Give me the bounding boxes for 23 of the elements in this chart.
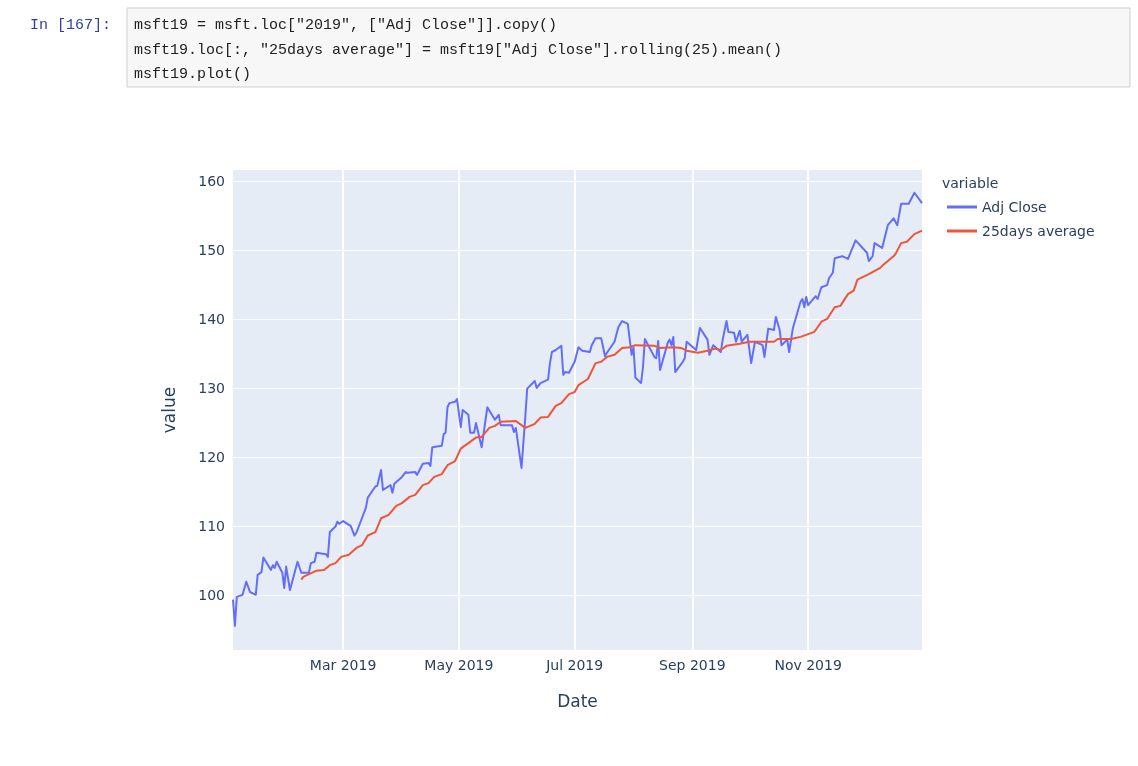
- y-axis-title: value: [158, 386, 179, 434]
- x-tick-label: Nov 2019: [774, 657, 842, 673]
- x-tick-label: Mar 2019: [309, 657, 377, 673]
- text: msft19 = msft.loc["2019", ["Adj Close"]].copy(): [134, 17, 558, 34]
- line-series: [300, 229, 923, 581]
- y-tick-label: 130: [198, 379, 225, 396]
- y-tick-label: 150: [198, 242, 225, 258]
- x-tick-label: Jul 2019: [545, 657, 604, 673]
- y-tick-label: 110: [198, 517, 225, 534]
- text: In [167]:: [30, 17, 112, 34]
- text: msft19.loc[:, "25days average"] = msft19["Adj Close"].rolling(25).mean(): [134, 41, 783, 59]
- legend-label: 25days average: [982, 223, 1095, 239]
- legend-label: Adj Close: [982, 199, 1047, 215]
- x-tick-label: Sep 2019: [659, 657, 726, 673]
- y-tick-label: 100: [198, 586, 225, 603]
- text: msft19.plot(): [134, 66, 252, 83]
- x-tick-label: May 2019: [424, 657, 494, 673]
- y-tick-label: 120: [198, 448, 225, 465]
- legend-title: variable: [942, 175, 999, 191]
- x-axis-title: Date: [557, 690, 598, 711]
- y-tick-label: 160: [198, 173, 225, 190]
- y-tick-label: 140: [198, 310, 225, 327]
- line-series: [232, 191, 923, 627]
